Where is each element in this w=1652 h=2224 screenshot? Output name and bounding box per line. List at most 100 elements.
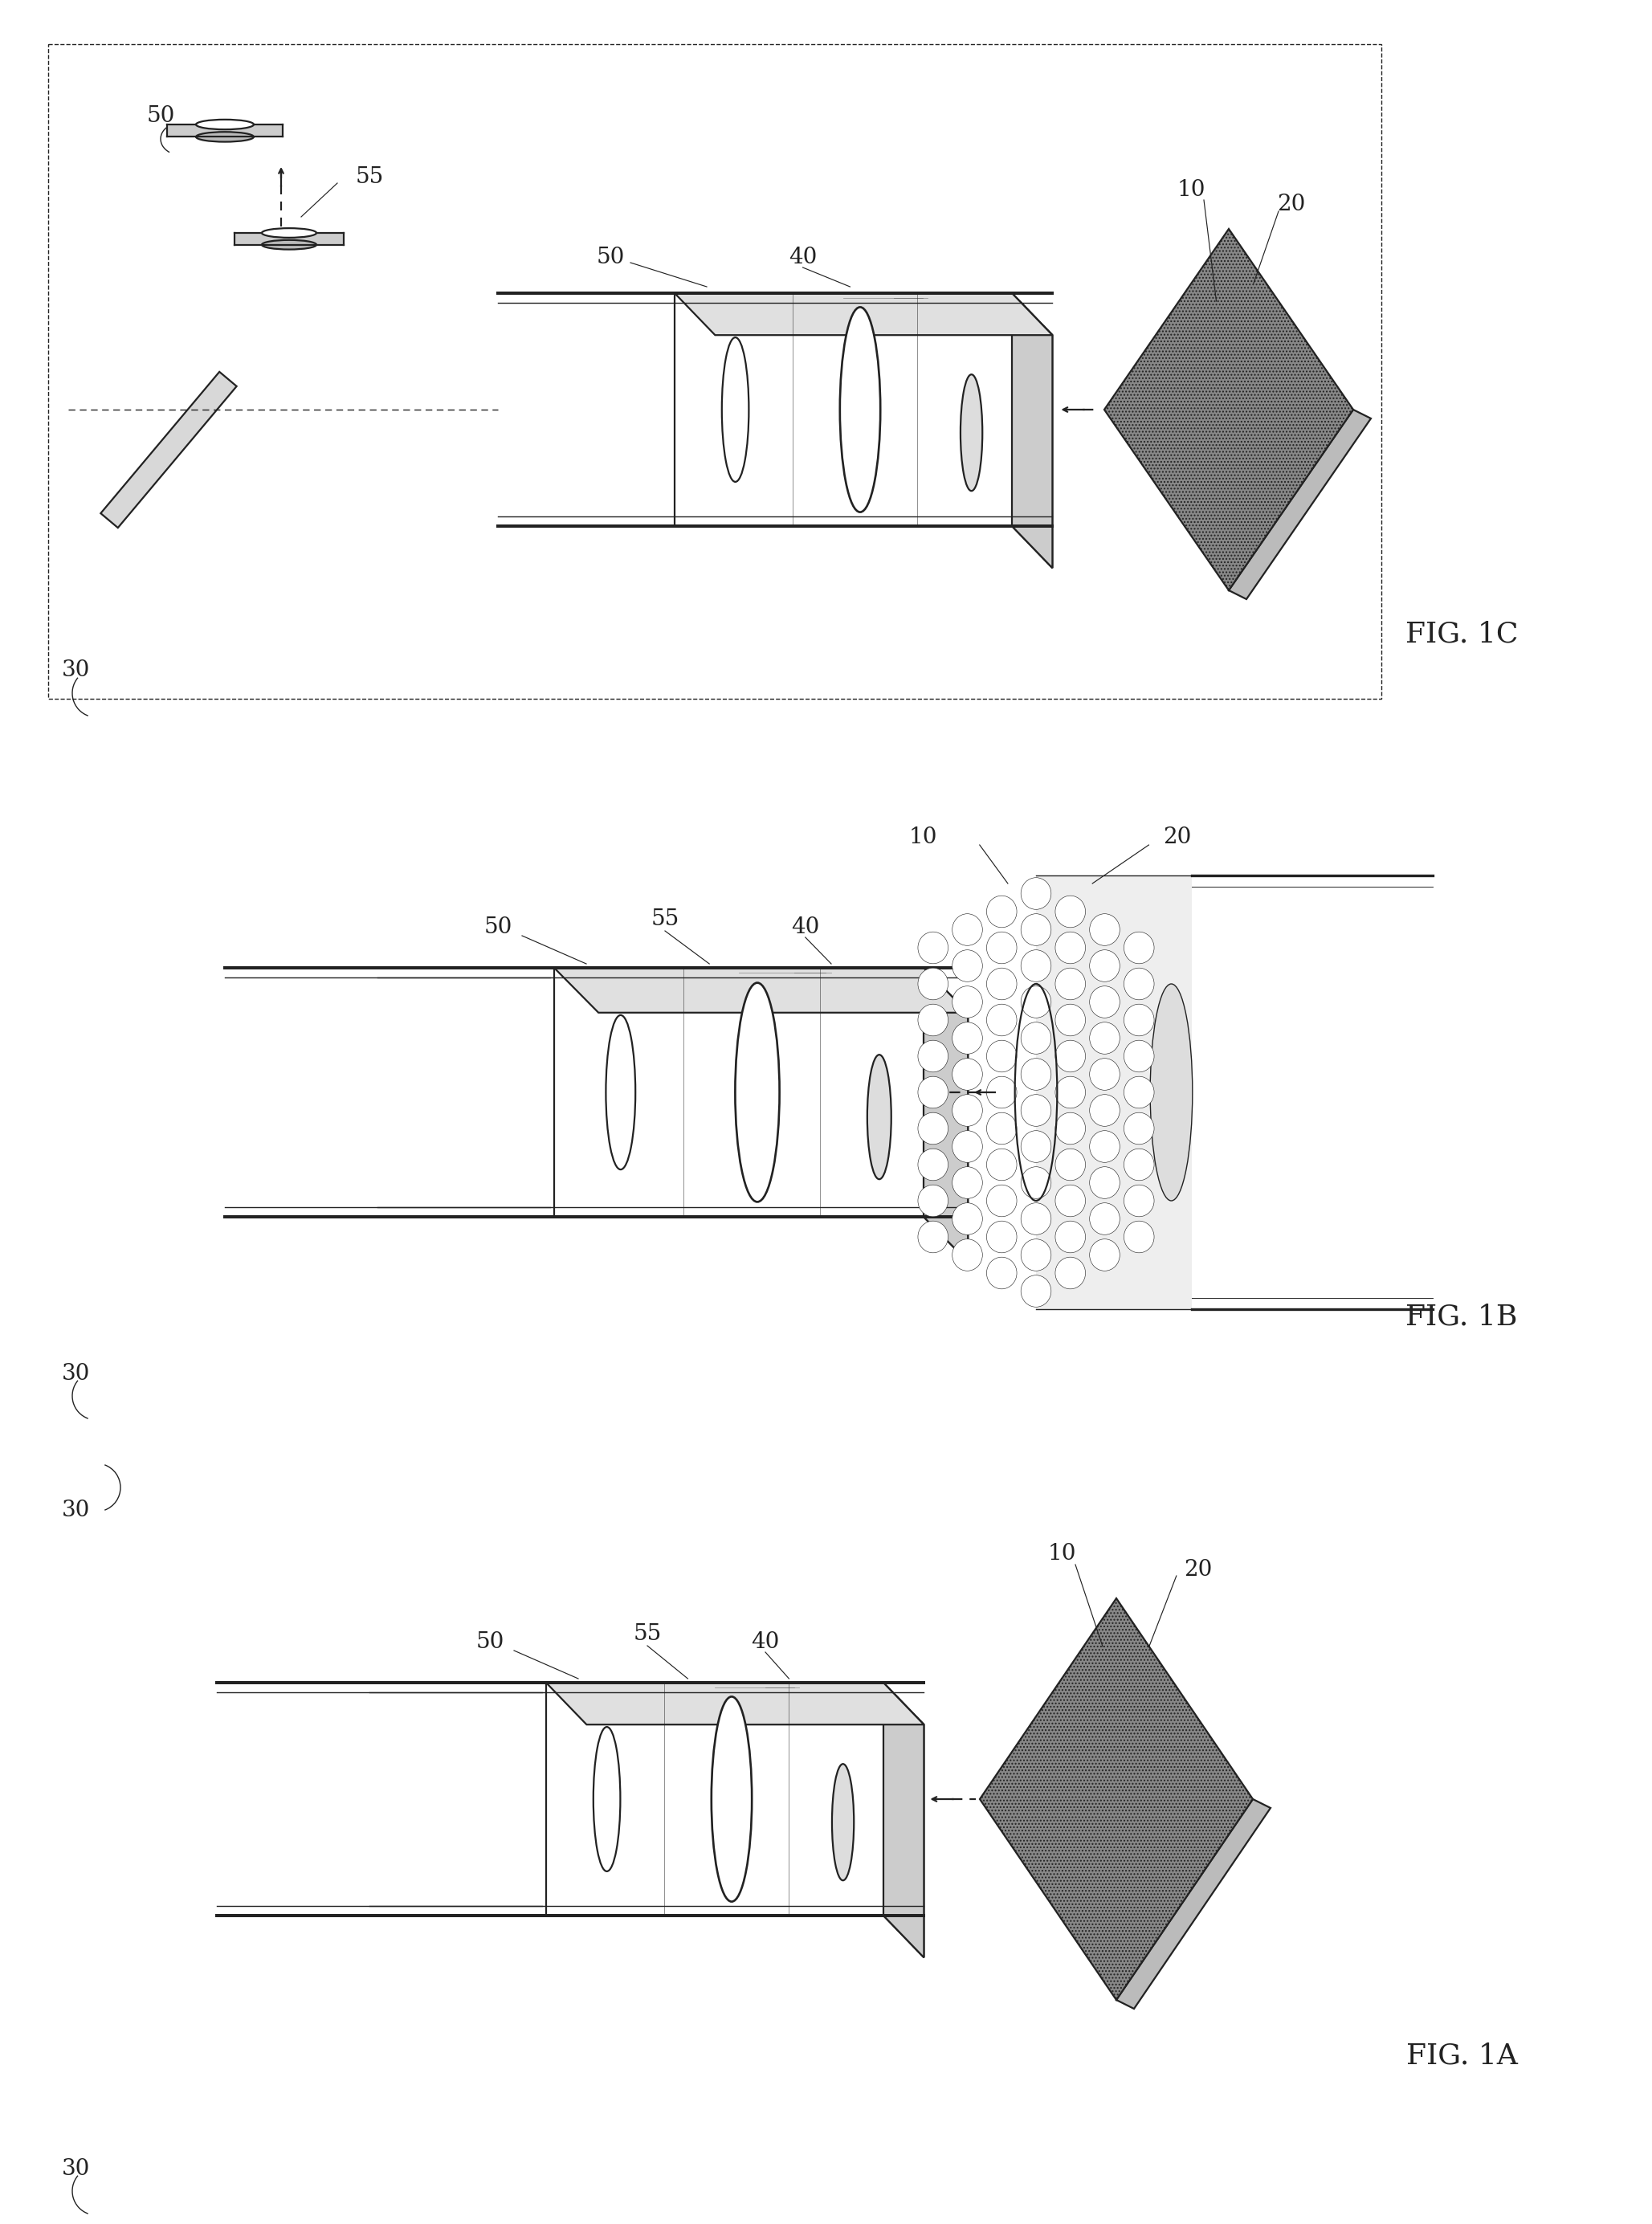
Ellipse shape <box>1056 1112 1085 1145</box>
Ellipse shape <box>986 1076 1016 1108</box>
Polygon shape <box>547 1684 923 1957</box>
Ellipse shape <box>1021 1130 1051 1163</box>
Ellipse shape <box>986 896 1016 927</box>
Ellipse shape <box>919 1041 948 1072</box>
Ellipse shape <box>1056 1257 1085 1290</box>
Ellipse shape <box>1021 1059 1051 1090</box>
Ellipse shape <box>986 1221 1016 1252</box>
Ellipse shape <box>986 1185 1016 1217</box>
Ellipse shape <box>261 229 317 238</box>
Polygon shape <box>923 967 968 1261</box>
Ellipse shape <box>1021 1239 1051 1270</box>
Ellipse shape <box>1021 1094 1051 1125</box>
Polygon shape <box>553 967 968 1261</box>
Text: 50: 50 <box>484 916 512 939</box>
Ellipse shape <box>1150 983 1193 1201</box>
Text: 20: 20 <box>1277 193 1305 216</box>
Ellipse shape <box>1090 985 1120 1019</box>
Ellipse shape <box>261 240 317 249</box>
Text: 55: 55 <box>651 910 679 930</box>
Ellipse shape <box>1123 1150 1155 1181</box>
Ellipse shape <box>952 985 983 1019</box>
Text: 40: 40 <box>752 1632 780 1652</box>
Ellipse shape <box>1021 1023 1051 1054</box>
Text: FIG. 1B: FIG. 1B <box>1406 1303 1518 1330</box>
Ellipse shape <box>1056 1041 1085 1072</box>
Ellipse shape <box>952 1059 983 1090</box>
Polygon shape <box>1013 294 1052 567</box>
Ellipse shape <box>1123 1041 1155 1072</box>
Ellipse shape <box>833 1764 854 1882</box>
Ellipse shape <box>919 1185 948 1217</box>
Ellipse shape <box>986 1041 1016 1072</box>
Ellipse shape <box>952 1094 983 1125</box>
Ellipse shape <box>839 307 881 512</box>
Ellipse shape <box>952 914 983 945</box>
Ellipse shape <box>986 967 1016 1001</box>
Ellipse shape <box>952 1023 983 1054</box>
Ellipse shape <box>1123 1112 1155 1145</box>
Polygon shape <box>553 967 968 1012</box>
Polygon shape <box>1036 876 1191 1310</box>
Ellipse shape <box>1090 1168 1120 1199</box>
Ellipse shape <box>1123 967 1155 1001</box>
Ellipse shape <box>1056 1185 1085 1217</box>
Ellipse shape <box>1021 1203 1051 1234</box>
Ellipse shape <box>986 932 1016 963</box>
Ellipse shape <box>986 1112 1016 1145</box>
Ellipse shape <box>1021 878 1051 910</box>
Ellipse shape <box>952 1239 983 1270</box>
Ellipse shape <box>593 1726 620 1870</box>
Ellipse shape <box>1056 932 1085 963</box>
Ellipse shape <box>1021 914 1051 945</box>
Ellipse shape <box>1123 932 1155 963</box>
Text: 30: 30 <box>63 661 91 681</box>
Ellipse shape <box>1123 1076 1155 1108</box>
Polygon shape <box>1104 229 1353 589</box>
Ellipse shape <box>1056 967 1085 1001</box>
Text: 10: 10 <box>1047 1543 1075 1566</box>
Ellipse shape <box>867 1054 890 1179</box>
Ellipse shape <box>1021 950 1051 981</box>
Text: 40: 40 <box>791 916 819 939</box>
Polygon shape <box>884 1684 923 1957</box>
Ellipse shape <box>1021 985 1051 1019</box>
Text: 50: 50 <box>476 1632 504 1652</box>
Ellipse shape <box>1021 1168 1051 1199</box>
Ellipse shape <box>919 1112 948 1145</box>
Ellipse shape <box>952 950 983 981</box>
Ellipse shape <box>919 1003 948 1036</box>
Ellipse shape <box>952 1203 983 1234</box>
Ellipse shape <box>606 1014 636 1170</box>
Ellipse shape <box>986 1003 1016 1036</box>
Ellipse shape <box>1056 1003 1085 1036</box>
Text: 30: 30 <box>63 2157 91 2180</box>
Ellipse shape <box>919 1221 948 1252</box>
Ellipse shape <box>1090 914 1120 945</box>
Ellipse shape <box>1056 1076 1085 1108</box>
Ellipse shape <box>1090 1094 1120 1125</box>
Polygon shape <box>1229 409 1371 598</box>
Text: 20: 20 <box>1184 1559 1213 1581</box>
Ellipse shape <box>919 1150 948 1181</box>
Ellipse shape <box>919 967 948 1001</box>
Text: 40: 40 <box>788 247 818 267</box>
Ellipse shape <box>1123 1221 1155 1252</box>
Ellipse shape <box>1090 950 1120 981</box>
Ellipse shape <box>735 983 780 1201</box>
Ellipse shape <box>1090 1203 1120 1234</box>
Polygon shape <box>980 1599 1252 1999</box>
Text: 30: 30 <box>63 1499 91 1521</box>
Polygon shape <box>674 294 1052 567</box>
Ellipse shape <box>1056 896 1085 927</box>
Ellipse shape <box>952 1130 983 1163</box>
Ellipse shape <box>197 120 254 129</box>
Polygon shape <box>167 125 282 138</box>
Ellipse shape <box>1123 1185 1155 1217</box>
Text: 20: 20 <box>1163 825 1191 847</box>
Polygon shape <box>674 294 1052 336</box>
Polygon shape <box>547 1684 923 1724</box>
Ellipse shape <box>952 1168 983 1199</box>
Ellipse shape <box>1056 1150 1085 1181</box>
Ellipse shape <box>986 1150 1016 1181</box>
